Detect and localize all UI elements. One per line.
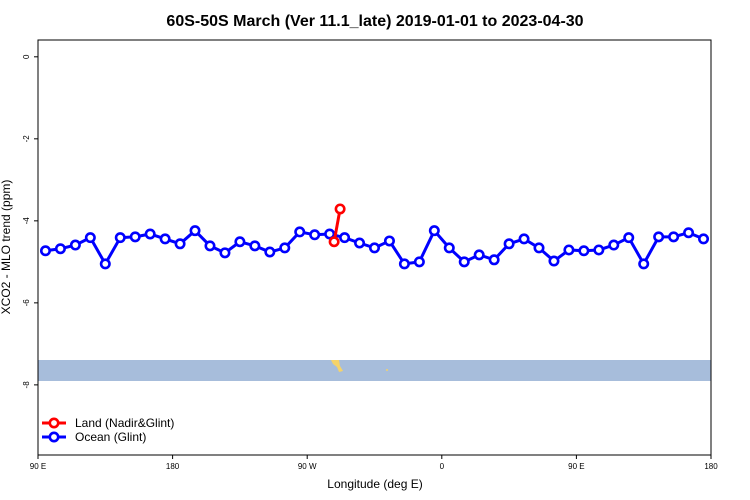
data-point [99,258,111,270]
data-point [174,238,186,250]
data-point [54,243,66,255]
data-point [578,245,590,257]
data-point [443,242,455,254]
data-point [683,227,695,239]
series-line [332,208,342,243]
data-point [69,239,81,251]
data-point [548,255,560,267]
x-tick-label: 90 E [30,462,46,471]
data-point [518,233,530,245]
data-point [668,231,680,243]
data-point [159,233,171,245]
y-tick-label: -2 [22,135,31,143]
data-point [249,240,261,252]
data-point [653,231,665,243]
data-point [413,256,425,268]
data-point [623,232,635,244]
y-tick-label: -4 [22,217,31,225]
data-point [593,244,605,256]
data-point [334,203,346,215]
data-point [383,235,395,247]
data-point [428,225,440,237]
data-point [608,239,620,251]
data-point [638,258,650,270]
data-point [398,258,410,270]
data-point [234,236,246,248]
data-point [294,226,306,238]
data-point [328,236,340,248]
x-tick-label: 0 [440,462,445,471]
data-point [189,225,201,237]
y-tick-label: 0 [22,54,31,59]
data-point [264,246,276,258]
data-point [144,228,156,240]
data-point [354,237,366,249]
x-tick-label: 90 W [298,462,317,471]
data-point [309,229,321,241]
data-point [84,232,96,244]
data-point [503,238,515,250]
x-axis-label: Longitude (deg E) [327,477,422,491]
data-point [324,228,336,240]
land-shape [386,369,388,371]
map-strip [38,360,711,381]
data-point [473,249,485,261]
legend-label: Ocean (Glint) [75,430,146,444]
data-point [339,232,351,244]
x-tick-label: 180 [166,462,180,471]
plot-frame [37,39,712,456]
data-point [279,242,291,254]
data-point [458,256,470,268]
data-point [129,231,141,243]
data-point [114,232,126,244]
data-point [698,233,710,245]
legend-marker [48,431,60,443]
x-tick-label: 90 E [568,462,584,471]
legend-label: Land (Nadir&Glint) [75,416,174,430]
x-tick-label: 180 [704,462,718,471]
data-point [219,247,231,259]
legend-marker [48,417,60,429]
data-point [563,244,575,256]
y-tick-label: -6 [22,299,31,307]
land-shape [331,360,343,372]
y-axis-label: XCO2 - MLO trend (ppm) [0,180,13,315]
data-point [488,254,500,266]
data-point [204,240,216,252]
data-point [533,242,545,254]
data-point [39,245,51,257]
data-point [368,242,380,254]
chart-title: 60S-50S March (Ver 11.1_late) 2019-01-01… [166,13,583,30]
y-tick-label: -8 [22,381,31,389]
